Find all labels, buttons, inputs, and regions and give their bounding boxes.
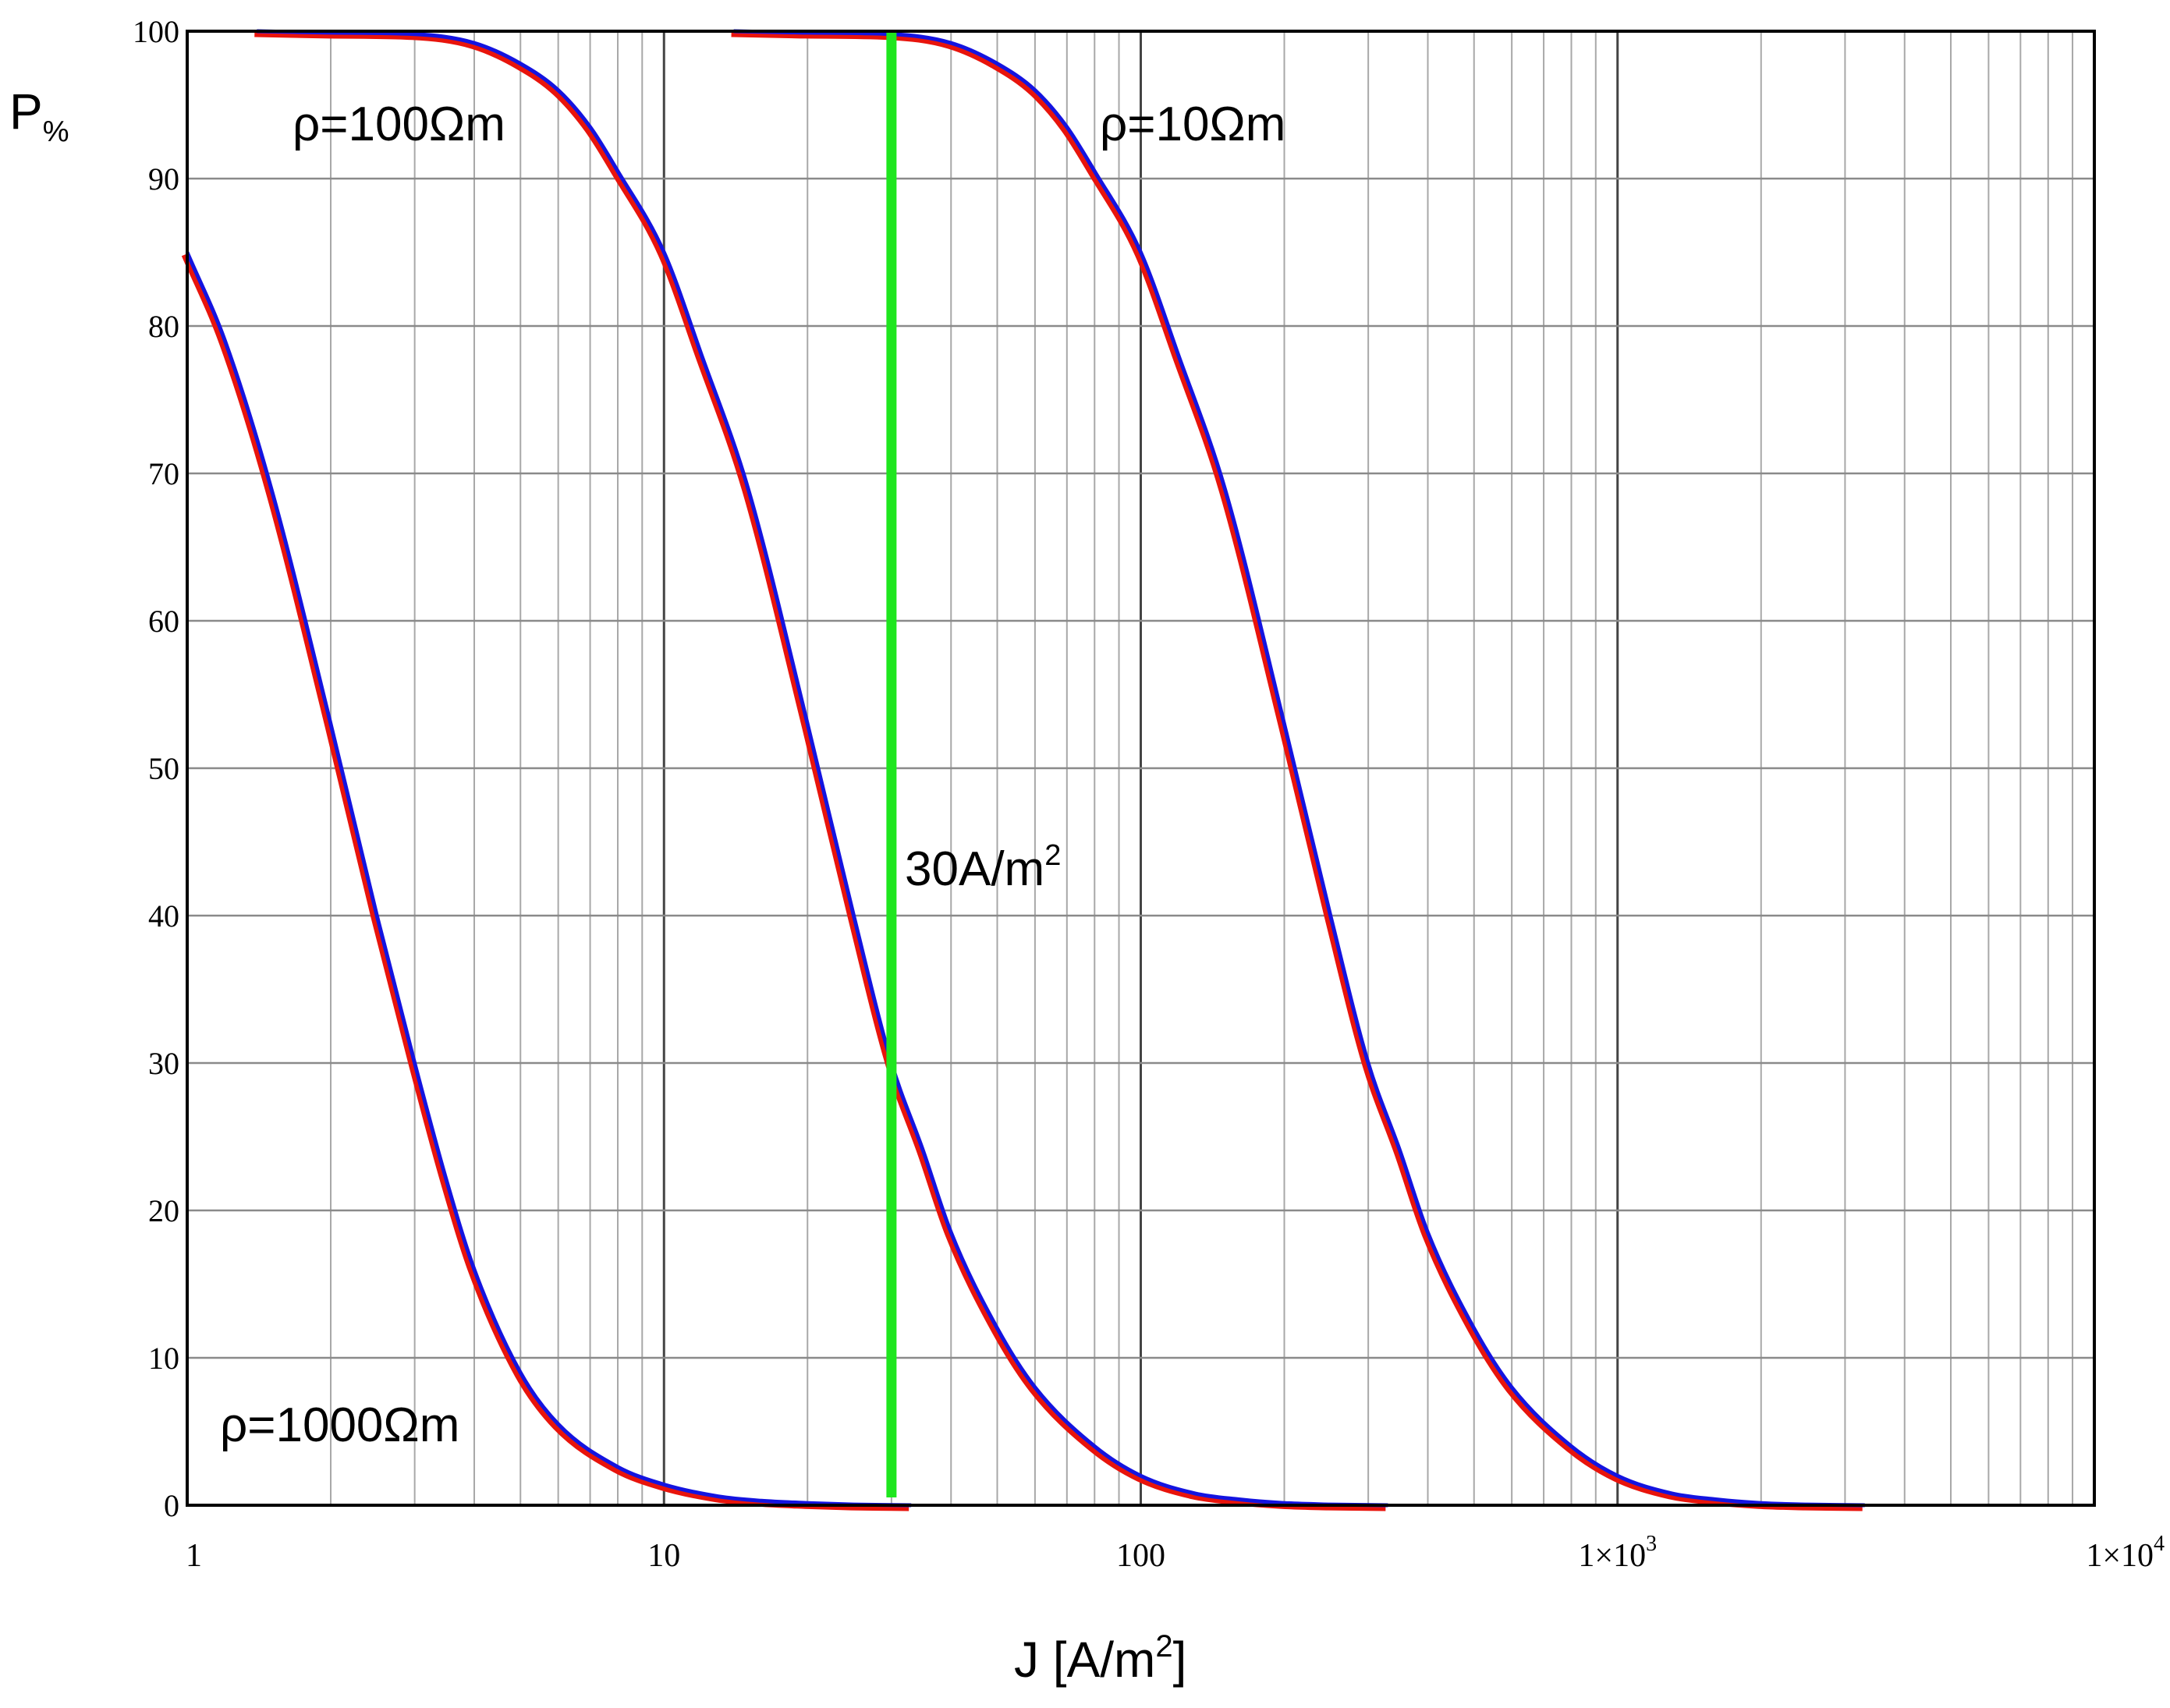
data-point xyxy=(951,1232,952,1233)
y-tick-label: 50 xyxy=(148,751,179,786)
data-point xyxy=(747,487,748,488)
y-axis-title: P% xyxy=(9,83,69,148)
reference-line-label-sup: 2 xyxy=(1044,839,1061,872)
x-tick-label: 1×104 xyxy=(2086,1532,2165,1574)
data-point xyxy=(1140,252,1141,253)
y-tick-label: 90 xyxy=(148,161,179,197)
x-axis-title-main: J [A/m xyxy=(1014,1632,1155,1688)
data-point xyxy=(1094,1446,1095,1447)
y-tick-label: 10 xyxy=(148,1341,179,1376)
data-point xyxy=(618,171,619,172)
data-point xyxy=(1284,1503,1285,1504)
y-tick-label: 20 xyxy=(148,1193,179,1228)
x-tick-labels: 1 10 100 1×103 1×104 xyxy=(186,1532,2165,1574)
data-point xyxy=(1094,171,1095,172)
data-point xyxy=(1714,1499,1715,1500)
data-point xyxy=(1427,1232,1428,1233)
annotation-rho-100: ρ=100Ωm xyxy=(293,97,505,151)
data-point xyxy=(1473,1328,1474,1329)
data-point xyxy=(664,1484,665,1485)
y-tick-label: 0 xyxy=(164,1488,179,1523)
annotation-rho-1000: ρ=1000Ωm xyxy=(220,1398,459,1452)
grid xyxy=(186,30,2094,1507)
series-0 xyxy=(181,251,912,1511)
series-line-fitted xyxy=(733,29,1865,1508)
x-tick-label: 10 xyxy=(647,1538,680,1574)
data-point xyxy=(1760,1503,1761,1504)
data-point xyxy=(997,63,998,64)
data-point xyxy=(1066,126,1067,127)
reference-line-label: 30A/m2 xyxy=(905,839,1061,896)
data-point xyxy=(997,1328,998,1329)
y-tick-label: 60 xyxy=(148,604,179,639)
series-2 xyxy=(731,29,1865,1511)
data-point xyxy=(1178,355,1179,356)
series-group xyxy=(181,29,1865,1511)
data-point xyxy=(1238,1499,1239,1500)
data-point xyxy=(446,1181,447,1182)
x-tick-label: 1 xyxy=(186,1538,202,1574)
data-point xyxy=(1571,1446,1572,1447)
reference-line-label-main: 30A/m xyxy=(905,842,1044,896)
x-tick-label: 1×103 xyxy=(1578,1532,1657,1574)
data-point xyxy=(474,43,475,44)
y-tick-label: 70 xyxy=(148,456,179,491)
data-point xyxy=(807,724,808,725)
y-axis-title-sub: % xyxy=(43,115,69,148)
x-tick-label: 100 xyxy=(1116,1538,1165,1574)
data-point xyxy=(618,1466,619,1467)
data-point xyxy=(1195,1493,1196,1494)
series-line-measured xyxy=(731,30,1863,1511)
x-axis-title-tail: ] xyxy=(1173,1632,1187,1688)
data-point xyxy=(701,355,702,356)
series-line-measured xyxy=(254,30,1386,1511)
data-point xyxy=(520,1372,521,1373)
data-point xyxy=(1400,1151,1401,1152)
annotation-rho-10: ρ=10Ωm xyxy=(1100,97,1285,151)
series-1 xyxy=(254,29,1388,1511)
y-tick-label: 100 xyxy=(133,14,179,49)
data-point xyxy=(807,1503,808,1504)
x-axis-title: J [A/m2] xyxy=(1014,1629,1186,1688)
y-tick-label: 30 xyxy=(148,1046,179,1081)
series-line-fitted xyxy=(185,251,912,1508)
y-tick-label: 80 xyxy=(148,309,179,344)
data-point xyxy=(414,1063,415,1064)
data-point xyxy=(1284,724,1285,725)
data-point xyxy=(951,43,952,44)
data-point xyxy=(664,252,665,253)
y-axis-title-main: P xyxy=(9,83,43,140)
data-point xyxy=(923,1151,924,1152)
series-line-fitted xyxy=(257,29,1388,1508)
data-point xyxy=(331,724,332,725)
y-tick-label: 40 xyxy=(148,898,179,934)
x-axis-title-sup: 2 xyxy=(1155,1629,1172,1664)
data-point xyxy=(520,63,521,64)
series-line-measured xyxy=(181,253,909,1511)
plot-frame xyxy=(186,30,2096,1507)
data-point xyxy=(1368,1063,1369,1064)
data-point xyxy=(474,1269,475,1270)
y-tick-labels: 0 10 20 30 40 50 60 70 80 90 100 xyxy=(133,14,179,1523)
